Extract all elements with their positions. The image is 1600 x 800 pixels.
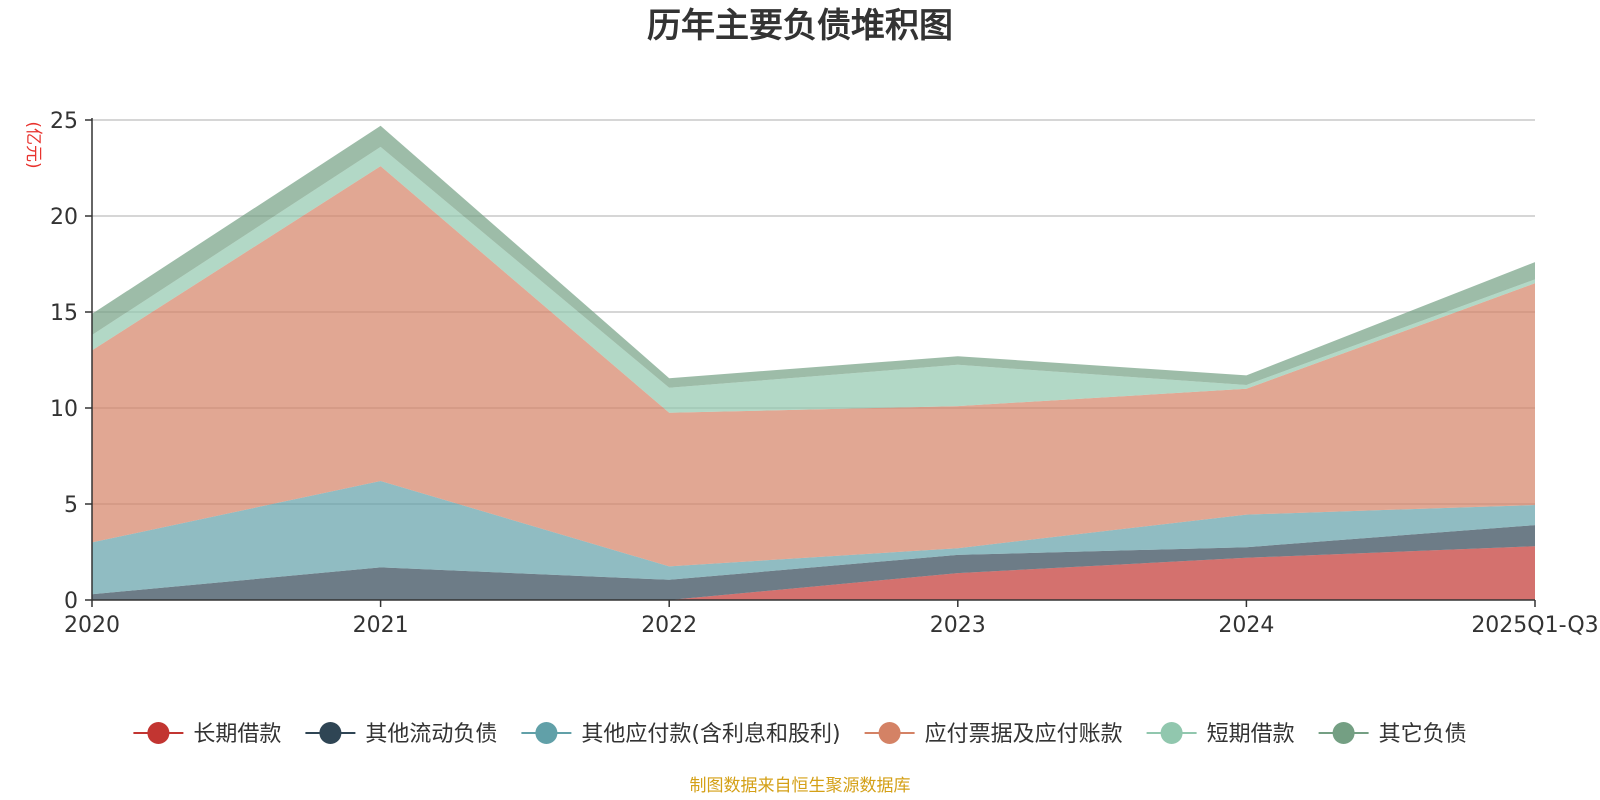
x-tick-label: 2020 xyxy=(64,613,120,638)
area-series xyxy=(92,125,1535,600)
x-tick-label: 2023 xyxy=(930,613,986,638)
legend-label: 其他应付款(含利息和股利) xyxy=(581,722,840,747)
area-series-0 xyxy=(92,546,1535,600)
legend-marker xyxy=(1160,722,1183,744)
chart-title: 历年主要负债堆积图 xyxy=(647,6,953,46)
y-tick-label: 15 xyxy=(50,301,78,326)
legend-item-0[interactable]: 长期借款 xyxy=(133,722,281,747)
y-tick-label: 5 xyxy=(64,493,78,518)
legend-label: 应付票据及应付账款 xyxy=(925,722,1123,747)
legend-marker xyxy=(1332,722,1355,744)
legend-marker xyxy=(147,722,170,744)
legend-item-4[interactable]: 短期借款 xyxy=(1146,722,1295,747)
y-tick-label: 10 xyxy=(50,397,78,422)
y-tick-label: 25 xyxy=(50,109,78,134)
y-tick-label: 0 xyxy=(64,589,78,614)
legend-label: 其它负债 xyxy=(1379,722,1467,747)
legend-label: 长期借款 xyxy=(193,722,281,747)
x-tick-label: 2021 xyxy=(353,613,409,638)
x-tick-label: 2024 xyxy=(1218,613,1274,638)
legend: 长期借款 其他流动负债 其他应付款(含利息和股利) 应付票据及应付账款 短期借款 其它负债 xyxy=(133,722,1467,747)
area-series-3 xyxy=(92,166,1535,567)
y-tick-label: 20 xyxy=(50,205,78,230)
y-axis-unit-label: (亿元) xyxy=(23,121,43,168)
area-series-1 xyxy=(92,525,1535,600)
legend-item-2[interactable]: 其他应付款(含利息和股利) xyxy=(521,722,841,747)
legend-label: 其他流动负债 xyxy=(365,722,497,747)
legend-label: 短期借款 xyxy=(1207,722,1295,747)
legend-marker xyxy=(319,722,342,744)
axes: 0 5 10 15 20 25 2020 2021 2022 2023 2024 2025Q1-Q3 xyxy=(50,109,1599,638)
area-series-4 xyxy=(92,146,1535,413)
legend-item-1[interactable]: 其他流动负债 xyxy=(305,722,497,747)
x-tick-label: 2022 xyxy=(641,613,697,638)
area-series-5 xyxy=(92,125,1535,388)
source-note: 制图数据来自恒生聚源数据库 xyxy=(690,776,911,796)
x-tick-label: 2025Q1-Q3 xyxy=(1471,613,1598,638)
area-series-2 xyxy=(92,481,1535,595)
legend-item-3[interactable]: 应付票据及应付账款 xyxy=(864,722,1123,747)
legend-item-5[interactable]: 其它负债 xyxy=(1318,722,1467,747)
legend-marker xyxy=(878,722,901,744)
legend-marker xyxy=(535,722,558,744)
